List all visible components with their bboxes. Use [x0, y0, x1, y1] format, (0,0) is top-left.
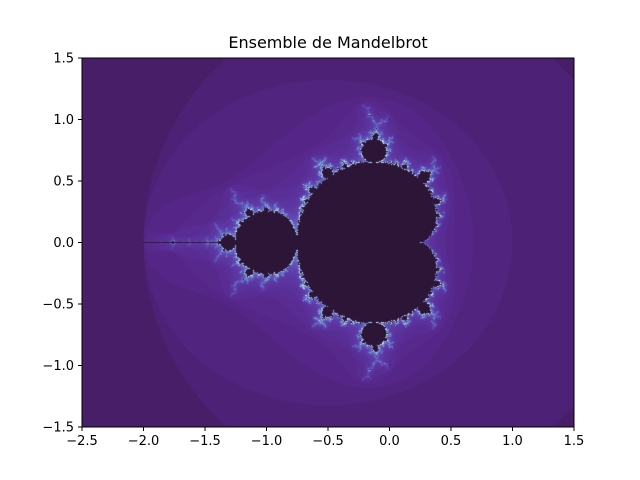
y-tick-label: 1.0 — [53, 113, 74, 128]
x-axis: −2.5 −2.0 −1.5 −1.0 −0.5 0.0 0.5 1.0 1.5 — [66, 427, 584, 449]
x-tick-label: 0.5 — [441, 434, 462, 449]
y-tick-label: 0.0 — [53, 236, 74, 251]
mandelbrot-heatmap — [82, 58, 574, 427]
x-tick-label: −0.5 — [312, 434, 344, 449]
x-tick-label: 1.5 — [564, 434, 585, 449]
x-tick-label: 0.0 — [379, 434, 400, 449]
y-tick-label: 1.5 — [53, 52, 74, 67]
plot-frame — [81, 57, 575, 428]
y-tick-label: −1.5 — [42, 421, 74, 436]
y-tick-label: −0.5 — [42, 298, 74, 313]
chart-title: Ensemble de Mandelbrot — [228, 33, 427, 52]
x-tick-label: −2.5 — [66, 434, 98, 449]
y-tick-label: −1.0 — [42, 359, 74, 374]
x-tick-label: −1.5 — [189, 434, 221, 449]
x-tick-label: 1.0 — [502, 434, 523, 449]
x-tick-label: −2.0 — [128, 434, 160, 449]
x-tick-label: −1.0 — [251, 434, 283, 449]
y-tick-label: 0.5 — [53, 175, 74, 190]
y-axis: −1.5 −1.0 −0.5 0.0 0.5 1.0 1.5 — [42, 52, 82, 436]
